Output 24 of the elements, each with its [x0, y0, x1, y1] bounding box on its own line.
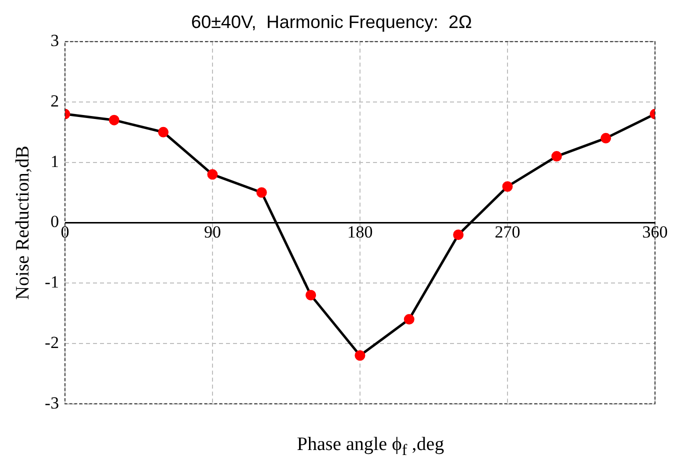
- point: [207, 169, 218, 180]
- point: [256, 187, 267, 198]
- x-tick-label: 360: [642, 222, 668, 242]
- x-tick-label: 270: [494, 222, 520, 242]
- point: [502, 181, 513, 192]
- y-tick-label: 3: [50, 31, 59, 50]
- y-tick-label: -3: [44, 393, 59, 412]
- y-tick-label: -2: [44, 332, 59, 352]
- y-tick-label: 2: [50, 91, 59, 110]
- x-tick-label: 90: [204, 222, 221, 242]
- chart-title: 60±40V, Harmonic Frequency: 2Ω: [191, 12, 472, 32]
- point: [404, 314, 414, 325]
- y-axis-title: Noise Reduction,dB: [12, 146, 34, 300]
- point: [306, 290, 316, 300]
- point: [354, 350, 366, 361]
- x-axis-title: Phase angle ϕ$_{f}$ ,deg: [296, 434, 446, 460]
- point: [551, 151, 562, 162]
- point: [158, 126, 169, 138]
- point: [600, 132, 612, 144]
- point: [108, 114, 120, 126]
- y-tick-label: -1: [44, 272, 59, 292]
- x-tick-label: 180: [347, 222, 373, 242]
- y-tick-label: 1: [50, 152, 59, 171]
- point: [453, 230, 464, 240]
